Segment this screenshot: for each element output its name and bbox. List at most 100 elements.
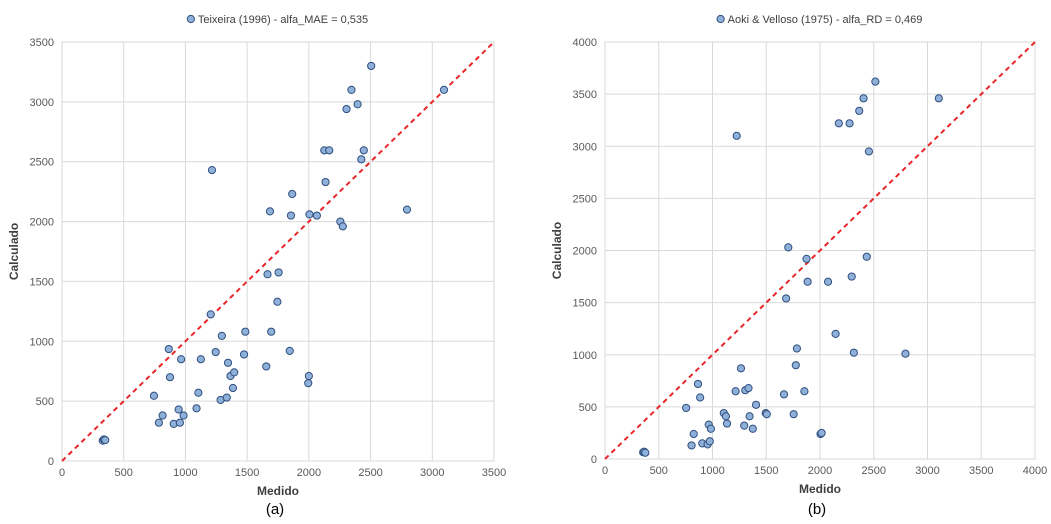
chart-b-y-tick-label: 2500 [573,193,597,205]
chart-a-points [98,61,449,445]
chart-b-data-point [687,441,696,450]
chart-a-data-point [267,327,276,336]
chart-b-x-tick-label: 1500 [754,465,778,477]
chart-b-legend: Aoki & Velloso (1975) - alfa_RD = 0,469 [716,14,923,26]
chart-a-data-point [154,418,163,427]
chart-a-data-point [265,207,275,216]
chart-a-x-tick-label: 2000 [297,467,321,479]
chart-b-data-point [721,412,731,421]
chart-b-y-tick-label: 2000 [573,246,597,258]
chart-b-data-point [641,448,650,457]
chart-a-x-tick-label: 3000 [420,467,444,479]
chart-a-y-tick-label: 2500 [30,157,54,169]
chart-a-plot-area [61,41,495,462]
chart-b-reference-line [604,41,1036,460]
chart-a-data-point [223,358,233,367]
chart-a-data-point [194,388,203,397]
chart-a-data-point [165,373,175,382]
chart-a-data-point [149,391,159,400]
chart-b: 0 500 1000 1500 2000 2500 3000 3500 4000 0 500 100… [550,14,1047,518]
chart-a-data-point [230,368,239,377]
chart-a-data-point [274,268,283,277]
chart-a-data-point [206,310,215,319]
chart-b-legend-marker [716,14,725,24]
chart-a-data-point [325,146,334,155]
chart-b-data-point [744,384,753,393]
chart-a-data-point [174,405,183,414]
chart-b-data-point [800,387,809,396]
chart-a-y-tick-label: 1500 [30,276,54,288]
chart-b-data-point [736,364,746,373]
chart-a-data-point [241,327,250,336]
chart-a-data-point [239,350,249,359]
chart-b-data-point [803,277,812,286]
chart-a-x-tick-label: 1000 [173,467,197,479]
chart-a-x-tick-label: 3500 [482,467,506,479]
chart-b-data-point [871,77,880,86]
chart-a: 0 500 1000 1500 2000 2500 3000 3500 0 500 1000 150… [7,14,506,518]
chart-b-data-point [855,106,864,115]
chart-b-data-point [762,410,771,419]
chart-b-data-point [845,119,854,128]
chart-b-x-tick-label: 500 [650,465,668,477]
chart-a-data-point [367,61,376,71]
chart-b-data-point [722,419,732,428]
chart-b-y-tick-label: 1500 [573,298,597,310]
chart-a-data-point [286,211,296,220]
chart-b-data-point [792,344,801,353]
chart-a-data-point [222,393,231,402]
chart-a-x-ticks: 0 500 1000 1500 2000 2500 3000 3500 [59,467,506,479]
chart-b-data-point [751,400,761,409]
chart-b-x-tick-label: 0 [602,465,608,477]
chart-a-data-point [175,418,184,427]
chart-b-x-axis-label: Medido [799,482,841,496]
chart-b-data-point [831,329,840,338]
chart-b-plot-area [604,41,1036,460]
chart-a-data-point [402,205,412,214]
chart-b-data-point [745,412,754,421]
chart-b-data-point [834,119,843,128]
chart-a-data-point [158,411,167,420]
chart-b-x-ticks: 0 500 1000 1500 2000 2500 3000 3500 4000 [602,465,1047,477]
chart-b-data-point [748,424,757,433]
chart-b-data-point [740,421,749,430]
chart-a-data-point [207,165,217,175]
chart-b-data-point [849,348,858,357]
chart-a-data-point [192,404,201,413]
chart-b-data-point [705,437,714,446]
chart-b-x-tick-label: 1000 [700,465,724,477]
chart-b-data-point [789,410,798,419]
chart-b-data-point [706,424,715,433]
chart-a-y-tick-label: 3500 [30,37,54,49]
chart-a-data-point [263,270,272,279]
chart-a-y-tick-label: 1000 [30,336,54,348]
chart-a-data-point [179,411,188,420]
chart-a-data-point [177,355,186,364]
chart-a-y-tick-label: 3000 [30,97,54,109]
chart-a-reference-line [61,41,495,462]
chart-a-y-tick-label: 500 [36,396,54,408]
chart-b-legend-label: Aoki & Velloso (1975) - alfa_RD = 0,469 [728,14,923,26]
chart-a-data-point [321,177,330,187]
chart-a-data-point [211,347,220,357]
chart-a-x-axis-label: Medido [257,484,299,498]
chart-b-y-tick-label: 4000 [573,37,597,49]
chart-b-data-point [782,294,791,303]
chart-b-data-point [817,428,826,438]
chart-b-x-tick-label: 3500 [969,465,993,477]
chart-a-data-point [285,346,294,355]
chart-b-data-point [823,277,833,286]
chart-b-x-tick-label: 2500 [862,465,886,477]
chart-b-x-tick-label: 3000 [915,465,939,477]
chart-a-data-point [353,100,362,109]
chart-b-data-point [901,349,910,358]
chart-a-data-point [196,355,205,364]
chart-a-data-point [217,331,226,340]
chart-a-data-point [439,85,449,94]
chart-a-data-point [357,155,366,164]
chart-b-data-point [934,94,943,103]
chart-b-data-point [682,403,691,413]
chart-b-data-point [732,131,741,140]
